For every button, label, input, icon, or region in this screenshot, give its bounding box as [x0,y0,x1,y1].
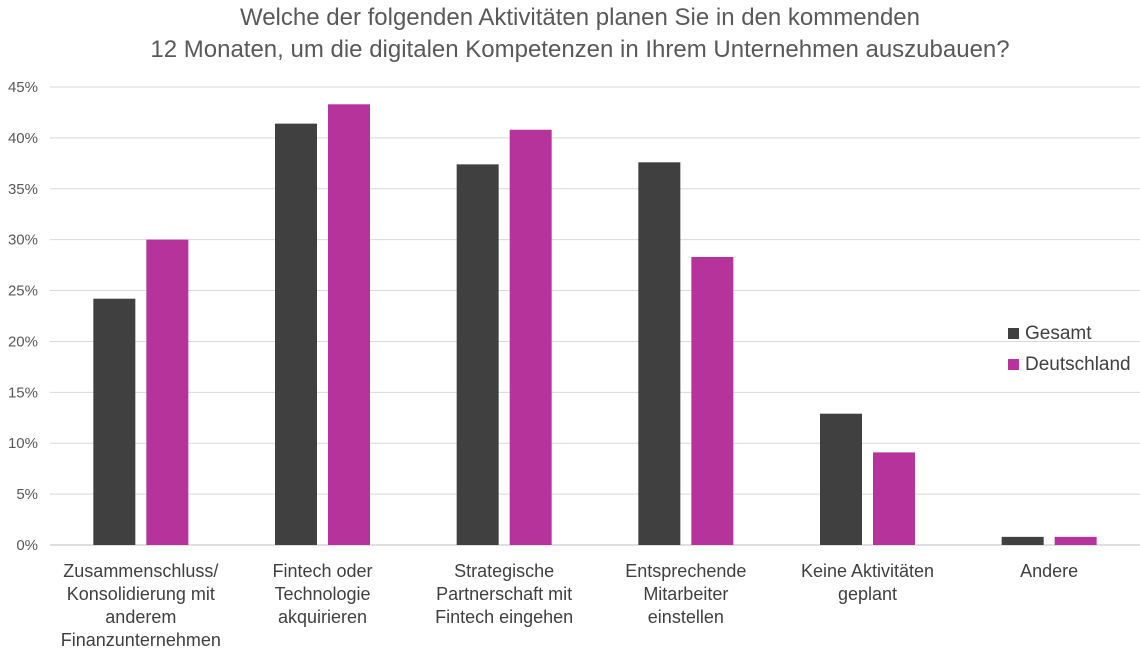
x-category-label-line: Partnerschaft mit [436,584,573,604]
chart-title-line-1: Welche der folgenden Aktivitäten planen … [239,4,920,31]
y-tick-label: 10% [8,435,38,452]
x-category-label-line: akquirieren [277,607,368,627]
bar-gesamt [820,413,862,545]
y-tick-label: 45% [8,79,38,96]
x-category-label-line: Andere [1020,561,1079,581]
x-category-label-line: Entsprechende [625,561,747,581]
x-category-label-line: Zusammenschluss/ [63,561,219,581]
x-category-label: Entsprechende Mitarbeiter einstellen [596,560,776,629]
bar-gesamt [456,164,499,545]
legend-item-deutschland: Deutschland [1008,349,1131,380]
bar-gesamt [1001,536,1044,545]
x-category-label-line: Finanzunternehmen [60,630,221,650]
x-category-label: Keine Aktivitäten geplant [778,560,958,606]
legend-label-deutschland: Deutschland [1025,353,1131,375]
legend-label-gesamt: Gesamt [1025,322,1092,344]
x-category-label-line: Technologie [274,584,371,604]
x-category-label: Fintech oder Technologie akquirieren [233,560,413,629]
bar-gesamt [93,298,136,545]
x-category-label: Andere [959,560,1139,583]
bar-deutschland [1054,536,1097,545]
chart-title-line-2: 12 Monaten, um die digitalen Kompetenzen… [150,36,1010,63]
x-category-label-line: Fintech oder [272,561,373,581]
x-category-label: Zusammenschluss/Konsolidierung mit andere… [51,560,231,652]
x-category-label: Strategische Partnerschaft mit Fintech ein… [414,560,594,629]
bar-deutschland [509,129,552,545]
y-tick-label: 5% [16,486,38,503]
y-tick-label: 40% [8,130,38,147]
bar-deutschland [691,256,734,545]
legend-swatch-gesamt [1008,328,1019,339]
chart-title: Welche der folgenden Aktivitäten planen … [0,2,1140,66]
x-category-label-line: Strategische [454,561,555,581]
legend-swatch-deutschland [1008,359,1019,370]
y-tick-label: 30% [8,232,38,249]
x-category-label-line: Mitarbeiter [643,584,729,604]
y-tick-label: 35% [8,181,38,198]
x-category-label-line: Konsolidierung mit [66,584,215,604]
bar-gesamt [275,123,317,545]
x-category-label-line: Keine Aktivitäten [800,561,935,581]
legend-item-gesamt: Gesamt [1008,318,1131,349]
bar-deutschland [328,104,370,546]
x-category-label-line: anderem [105,607,177,627]
legend: Gesamt Deutschland [1008,318,1131,380]
x-category-label-line: Fintech eingehen [435,607,574,627]
x-category-label-line: geplant [837,584,898,604]
y-tick-label: 15% [8,384,38,401]
y-tick-label: 25% [8,283,38,300]
y-tick-label: 20% [8,333,38,350]
bar-deutschland [146,239,189,545]
bar-gesamt [638,162,681,545]
x-category-label-line: einstellen [647,607,724,627]
y-tick-label: 0% [16,537,38,554]
bar-deutschland [873,452,915,545]
